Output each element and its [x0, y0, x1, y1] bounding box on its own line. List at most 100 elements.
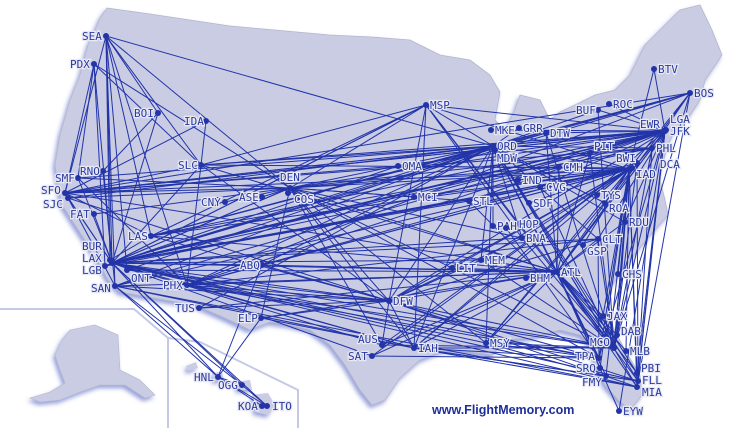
- airport-dot[interactable]: [634, 384, 640, 390]
- airport-roc[interactable]: ROC: [606, 97, 634, 112]
- airport-sdf[interactable]: SDF: [526, 196, 554, 211]
- airport-chs[interactable]: CHS: [615, 267, 643, 282]
- airport-cmh[interactable]: CMH: [556, 160, 584, 175]
- airport-dot[interactable]: [597, 365, 603, 371]
- airport-dca[interactable]: DCA: [629, 157, 681, 172]
- airport-clt[interactable]: CLT: [595, 232, 623, 247]
- airport-cos[interactable]: COS: [285, 190, 315, 207]
- airport-dot[interactable]: [258, 315, 264, 321]
- airport-bur[interactable]: BUR: [81, 239, 113, 263]
- airport-phx[interactable]: PHX: [162, 278, 190, 293]
- airport-dot[interactable]: [587, 150, 593, 156]
- airport-las[interactable]: LAS: [127, 229, 154, 244]
- airport-dot[interactable]: [488, 127, 494, 133]
- airport-aus[interactable]: AUS: [357, 332, 385, 348]
- airport-cvg[interactable]: CVG: [537, 180, 567, 195]
- airport-dot[interactable]: [222, 199, 228, 205]
- airport-mia[interactable]: MIA: [634, 384, 663, 400]
- airport-dot[interactable]: [466, 198, 472, 204]
- airport-dot[interactable]: [109, 260, 115, 266]
- airport-mem[interactable]: MEM: [478, 253, 506, 268]
- airport-dot[interactable]: [629, 165, 635, 171]
- airport-dot[interactable]: [259, 194, 265, 200]
- airport-pdx[interactable]: PDX: [69, 57, 97, 72]
- airport-dot[interactable]: [411, 345, 417, 351]
- airport-dot[interactable]: [259, 262, 265, 268]
- airport-dot[interactable]: [635, 378, 641, 384]
- airport-dot[interactable]: [239, 382, 245, 388]
- airport-dot[interactable]: [386, 298, 392, 304]
- airport-cny[interactable]: CNY: [200, 195, 228, 210]
- airport-bhm[interactable]: BHM: [523, 271, 551, 286]
- airport-dot[interactable]: [395, 163, 401, 169]
- airport-dot[interactable]: [634, 370, 640, 376]
- airport-ord[interactable]: ORD: [490, 139, 518, 154]
- airport-hnl[interactable]: HNL: [193, 370, 221, 385]
- airport-ewr[interactable]: EWR: [639, 117, 666, 134]
- airport-dot[interactable]: [112, 283, 118, 289]
- airport-dot[interactable]: [65, 195, 71, 201]
- airport-rno[interactable]: RNO: [79, 164, 106, 179]
- airport-fll[interactable]: FLL: [635, 373, 663, 388]
- airport-dot[interactable]: [543, 130, 549, 136]
- airport-dot[interactable]: [100, 168, 106, 174]
- airport-dot[interactable]: [634, 160, 640, 166]
- airport-dot[interactable]: [615, 271, 621, 277]
- airport-msy[interactable]: MSY: [483, 336, 511, 351]
- airport-atl[interactable]: ATL: [554, 265, 582, 280]
- airport-fmy[interactable]: FMY: [581, 373, 609, 390]
- airport-dot[interactable]: [102, 263, 108, 269]
- airport-lax[interactable]: LAX: [81, 251, 115, 266]
- airport-dot[interactable]: [285, 190, 291, 196]
- airport-dot[interactable]: [611, 345, 617, 351]
- airport-koa[interactable]: KOA: [237, 399, 270, 414]
- airport-lit[interactable]: LIT: [449, 261, 477, 276]
- airport-lgb[interactable]: LGB: [81, 263, 108, 278]
- airport-eyw[interactable]: EYW: [616, 404, 644, 419]
- airport-dot[interactable]: [91, 211, 97, 217]
- airport-tpa[interactable]: TPA: [574, 349, 602, 364]
- airport-roa[interactable]: ROA: [602, 200, 630, 216]
- airport-dot[interactable]: [515, 177, 521, 183]
- airport-dot[interactable]: [196, 305, 202, 311]
- airport-slc[interactable]: SLC: [177, 158, 204, 173]
- airport-mke[interactable]: MKE: [488, 123, 516, 138]
- airport-dot[interactable]: [526, 200, 532, 206]
- airport-sea[interactable]: SEA: [81, 29, 109, 44]
- airport-dot[interactable]: [616, 408, 622, 414]
- airport-dot[interactable]: [649, 145, 655, 151]
- airport-dot[interactable]: [503, 225, 509, 231]
- airport-hop[interactable]: HOP: [503, 217, 540, 232]
- airport-iah[interactable]: IAH: [411, 341, 439, 356]
- airport-dot[interactable]: [580, 242, 586, 248]
- airport-dot[interactable]: [622, 219, 628, 225]
- airport-dot[interactable]: [596, 355, 602, 361]
- airport-oma[interactable]: OMA: [395, 159, 423, 174]
- airport-jax[interactable]: JAX: [600, 309, 628, 324]
- airport-dot[interactable]: [556, 164, 562, 170]
- airport-sat[interactable]: SAT: [347, 349, 375, 364]
- airport-dot[interactable]: [62, 190, 68, 196]
- airport-dot[interactable]: [155, 110, 161, 116]
- airport-dot[interactable]: [75, 175, 81, 181]
- airport-ogg[interactable]: OGG: [217, 378, 245, 393]
- airport-dot[interactable]: [651, 66, 657, 72]
- airport-dot[interactable]: [600, 313, 606, 319]
- airport-den[interactable]: DEN: [279, 170, 301, 191]
- airport-boi[interactable]: BOI: [133, 106, 161, 121]
- airport-dab[interactable]: DAB: [614, 324, 642, 339]
- airport-abq[interactable]: ABQ: [239, 258, 265, 273]
- airport-phl[interactable]: PHL: [649, 141, 677, 156]
- airport-gsp[interactable]: GSP: [580, 242, 608, 259]
- airport-fat[interactable]: FAT: [69, 207, 97, 222]
- airport-tys[interactable]: TYS: [594, 188, 622, 203]
- airport-bos[interactable]: BOS: [687, 86, 715, 101]
- airport-dot[interactable]: [184, 282, 190, 288]
- airport-dot[interactable]: [623, 348, 629, 354]
- airport-iad[interactable]: IAD: [626, 166, 657, 182]
- airport-mdw[interactable]: MDW: [492, 147, 518, 166]
- airport-dot[interactable]: [595, 236, 601, 242]
- airport-ont[interactable]: ONT: [124, 267, 152, 286]
- airport-dot[interactable]: [687, 90, 693, 96]
- airport-dot[interactable]: [264, 403, 270, 409]
